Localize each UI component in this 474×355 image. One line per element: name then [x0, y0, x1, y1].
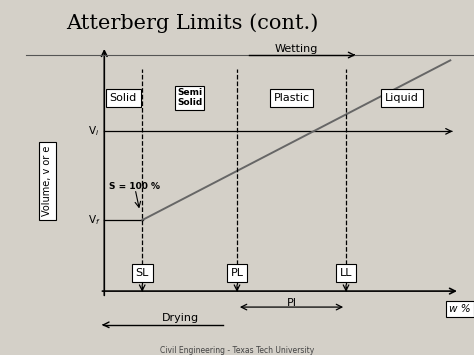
- Text: LL: LL: [340, 268, 352, 278]
- Text: Solid: Solid: [109, 93, 137, 103]
- Text: Civil Engineering - Texas Tech University: Civil Engineering - Texas Tech Universit…: [160, 346, 314, 355]
- Text: SL: SL: [136, 268, 149, 278]
- Text: Semi
Solid: Semi Solid: [177, 88, 202, 107]
- Text: Plastic: Plastic: [273, 93, 310, 103]
- Text: Volume, v or e: Volume, v or e: [42, 146, 53, 216]
- Text: PI: PI: [286, 298, 297, 308]
- Text: Liquid: Liquid: [385, 93, 419, 103]
- Text: V$_i$: V$_i$: [88, 125, 100, 138]
- Text: Drying: Drying: [162, 313, 199, 323]
- Text: Wetting: Wetting: [274, 44, 318, 54]
- Text: V$_f$: V$_f$: [88, 213, 100, 227]
- Text: w %: w %: [449, 304, 471, 314]
- Text: Atterberg Limits (cont.): Atterberg Limits (cont.): [66, 13, 319, 33]
- Text: S = 100 %: S = 100 %: [109, 182, 160, 191]
- Text: PL: PL: [230, 268, 244, 278]
